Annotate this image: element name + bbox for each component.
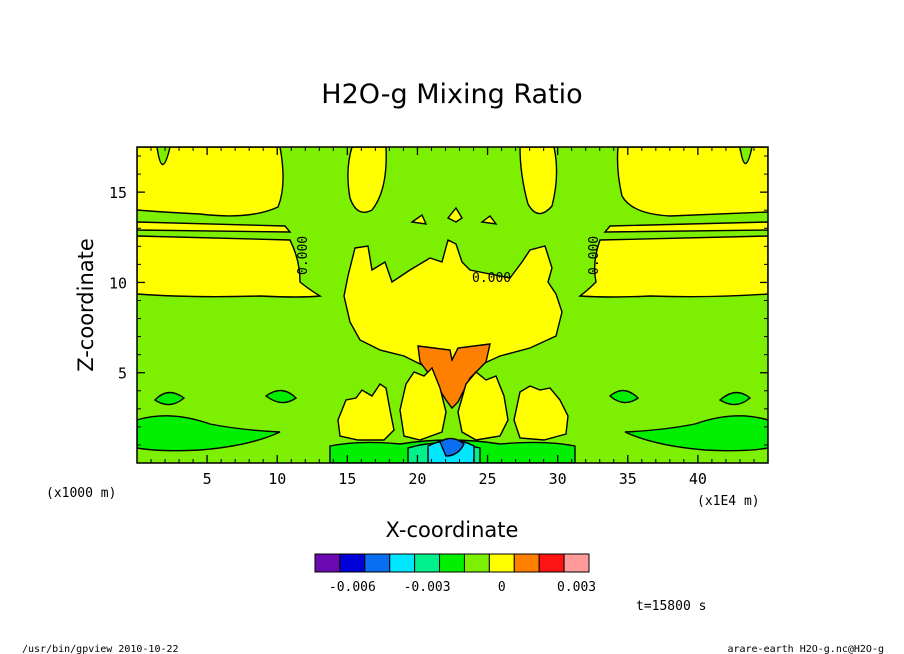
colorbar-swatch <box>563 553 590 573</box>
moist-region-top-right <box>616 147 768 217</box>
x-tick-label: 25 <box>479 470 497 488</box>
cloud-top-center-wisp <box>446 206 463 223</box>
x-tick-label: 35 <box>619 470 637 488</box>
contour-label: 0.000 <box>587 236 602 275</box>
colorbar-swatch <box>414 553 441 573</box>
y-tick-label: 5 <box>118 365 127 383</box>
dry-patch-right-1 <box>624 415 768 452</box>
x-axis-unit: (x1E4 m) <box>697 494 760 509</box>
x-tick-labels: 5 10 15 20 25 30 35 40 <box>203 470 707 488</box>
cloud-top-right-wisp <box>480 215 498 225</box>
x-tick-label: 20 <box>408 470 426 488</box>
dry-patch-left-3 <box>264 389 298 404</box>
contour-field <box>137 147 768 463</box>
colorbar <box>314 553 590 573</box>
y-axis-label: Z-coordinate <box>74 238 98 372</box>
colorbar-swatch <box>389 553 416 573</box>
colorbar-tick-label: -0.003 <box>404 580 451 595</box>
moist-region-top-right-b <box>519 147 558 215</box>
plot-frame <box>136 146 769 464</box>
moist-region-top-left <box>137 147 284 217</box>
colorbar-swatch <box>538 553 565 573</box>
y-tick-labels: 5 10 15 <box>109 184 127 383</box>
y-axis-unit: (x1000 m) <box>46 486 116 501</box>
footer-left: /usr/bin/gpview 2010-10-22 <box>22 644 179 654</box>
x-tick-label: 40 <box>689 470 707 488</box>
colorbar-tick-label: -0.006 <box>329 580 376 595</box>
chart-title: H2O-g Mixing Ratio <box>321 79 582 110</box>
time-label: t=15800 s <box>636 599 706 614</box>
colorbar-swatch <box>339 553 366 573</box>
colorbar-tick-label: 0 <box>498 580 506 595</box>
dry-patch-left-1 <box>137 415 281 452</box>
dry-patch-left-2 <box>153 391 186 406</box>
x-tick-label: 30 <box>549 470 567 488</box>
x-axis-label: X-coordinate <box>386 518 519 542</box>
cloud-top-left-wisp <box>410 213 428 225</box>
low-cell-1 <box>337 383 395 441</box>
axis-ticks <box>137 147 768 463</box>
moist-layer-left-thin <box>137 221 292 233</box>
moist-layer-right <box>578 235 768 298</box>
x-tick-label: 10 <box>268 470 286 488</box>
low-cell-4 <box>513 385 569 441</box>
low-cell-2 <box>399 366 447 441</box>
x-tick-label: 15 <box>338 470 356 488</box>
colorbar-swatch <box>314 553 341 573</box>
colorbar-swatch <box>488 553 515 573</box>
y-tick-label: 15 <box>109 184 127 202</box>
colorbar-swatch <box>439 553 465 573</box>
contour-label: 0.000 <box>296 236 311 275</box>
colorbar-swatch <box>513 553 540 573</box>
dry-patch-right-2 <box>718 391 752 406</box>
low-cell-3 <box>457 371 509 441</box>
footer-right: arare-earth_H2O-g.nc@H2O-g <box>727 644 884 654</box>
anvil-region <box>343 238 563 381</box>
x-tick-label: 5 <box>203 470 212 488</box>
y-tick-label: 10 <box>109 274 127 292</box>
colorbar-tick-label: 0.003 <box>557 580 596 595</box>
moist-region-top-left-b <box>347 147 387 213</box>
colorbar-swatch <box>364 553 391 573</box>
dry-patch-right-3 <box>608 389 640 404</box>
contour-label: 0.000 <box>472 271 511 286</box>
moist-layer-left <box>137 235 323 298</box>
colorbar-swatch <box>463 553 490 573</box>
near-surface-blue <box>439 437 465 457</box>
colorbar-labels: -0.006 -0.003 0 0.003 <box>329 580 596 595</box>
moist-layer-right-thin <box>603 221 768 233</box>
